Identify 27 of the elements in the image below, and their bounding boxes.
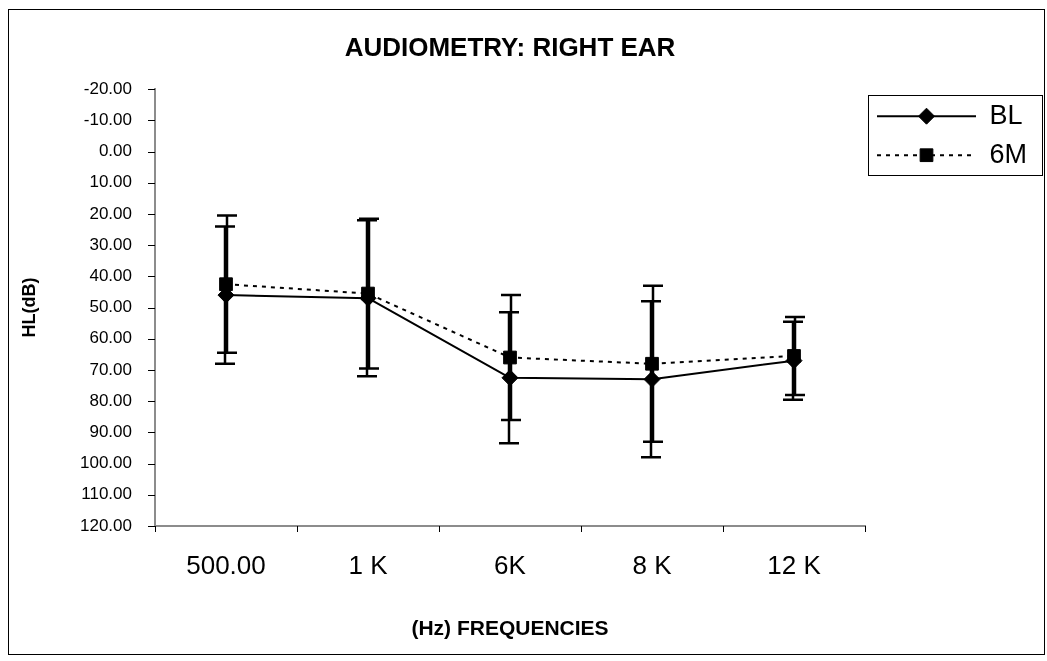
y-tick-label: 50.00	[89, 297, 132, 317]
y-tick-label: 40.00	[89, 266, 132, 286]
x-tick-label: 500.00	[186, 549, 266, 580]
x-tick-label: 12 K	[767, 549, 822, 580]
x-tick-label: 1 K	[348, 549, 389, 580]
y-tick-label: 80.00	[89, 390, 132, 410]
point	[645, 356, 659, 371]
x-axis-title: (Hz) FREQUENCIES	[411, 616, 609, 640]
y-tick-label: 70.00	[89, 359, 132, 379]
chart-title: AUDIOMETRY: RIGHT EAR	[344, 31, 676, 62]
y-tick-label: 120.00	[80, 515, 132, 535]
y-tick-label: 110.00	[81, 484, 132, 504]
y-tick-label: -20.00	[83, 78, 132, 98]
y-tick-label: 100.00	[80, 453, 132, 473]
y-tick-label: 0.00	[98, 141, 132, 161]
x-tick-label: 6K	[494, 549, 527, 580]
y-tick-label: 20.00	[89, 203, 132, 223]
y-tick-label: 30.00	[89, 234, 132, 254]
point	[503, 350, 517, 365]
y-tick-label: 60.00	[89, 328, 132, 348]
y-tick-label: -10.00	[83, 110, 132, 130]
y-tick-label: 90.00	[89, 422, 132, 442]
x-tick-label: 8 K	[632, 549, 673, 580]
y-tick-label: 10.00	[89, 172, 132, 192]
y-axis-title: HL(dB)	[18, 277, 39, 338]
legend-label: 6M	[989, 138, 1028, 169]
legend-label: BL	[989, 99, 1023, 130]
